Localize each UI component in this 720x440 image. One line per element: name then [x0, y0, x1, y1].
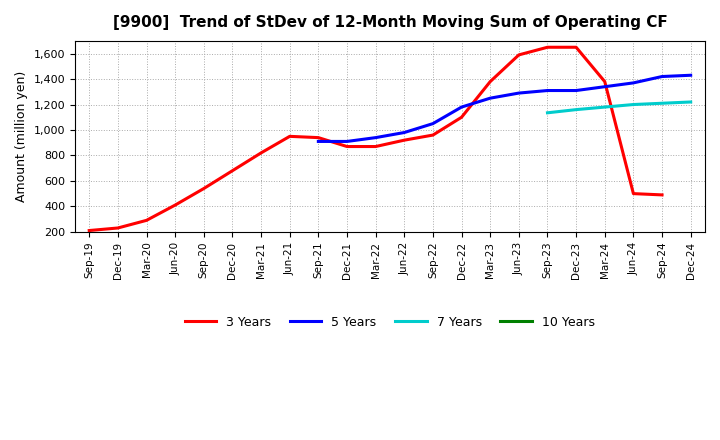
- 3 Years: [657, 192, 666, 198]
- 3 Years: [428, 132, 437, 138]
- 7 Years: [600, 104, 609, 110]
- 5 Years: [543, 88, 552, 93]
- 3 Years: [400, 138, 408, 143]
- 7 Years: [657, 101, 666, 106]
- 3 Years: [314, 135, 323, 140]
- Y-axis label: Amount (million yen): Amount (million yen): [15, 71, 28, 202]
- 3 Years: [486, 79, 495, 84]
- 3 Years: [285, 134, 294, 139]
- 5 Years: [343, 139, 351, 144]
- 5 Years: [600, 84, 609, 89]
- 3 Years: [457, 114, 466, 120]
- 3 Years: [543, 44, 552, 50]
- 5 Years: [515, 91, 523, 96]
- 3 Years: [572, 44, 580, 50]
- 5 Years: [686, 73, 695, 78]
- 3 Years: [515, 52, 523, 58]
- 7 Years: [629, 102, 638, 107]
- 3 Years: [199, 186, 208, 191]
- Legend: 3 Years, 5 Years, 7 Years, 10 Years: 3 Years, 5 Years, 7 Years, 10 Years: [180, 311, 600, 334]
- 5 Years: [657, 74, 666, 79]
- 7 Years: [572, 107, 580, 112]
- 5 Years: [428, 121, 437, 126]
- 7 Years: [686, 99, 695, 105]
- 3 Years: [257, 150, 266, 155]
- 3 Years: [343, 144, 351, 149]
- Title: [9900]  Trend of StDev of 12-Month Moving Sum of Operating CF: [9900] Trend of StDev of 12-Month Moving…: [112, 15, 667, 30]
- 5 Years: [629, 80, 638, 85]
- 3 Years: [171, 202, 179, 208]
- 3 Years: [85, 228, 94, 233]
- 5 Years: [457, 104, 466, 110]
- 3 Years: [142, 218, 150, 223]
- 5 Years: [372, 135, 380, 140]
- 5 Years: [486, 95, 495, 101]
- Line: 7 Years: 7 Years: [547, 102, 690, 113]
- 3 Years: [600, 79, 609, 84]
- 3 Years: [372, 144, 380, 149]
- 3 Years: [629, 191, 638, 196]
- 7 Years: [543, 110, 552, 115]
- 5 Years: [572, 88, 580, 93]
- Line: 5 Years: 5 Years: [318, 75, 690, 141]
- 3 Years: [114, 225, 122, 231]
- Line: 3 Years: 3 Years: [89, 47, 662, 231]
- 3 Years: [228, 168, 237, 173]
- 5 Years: [314, 139, 323, 144]
- 5 Years: [400, 130, 408, 135]
